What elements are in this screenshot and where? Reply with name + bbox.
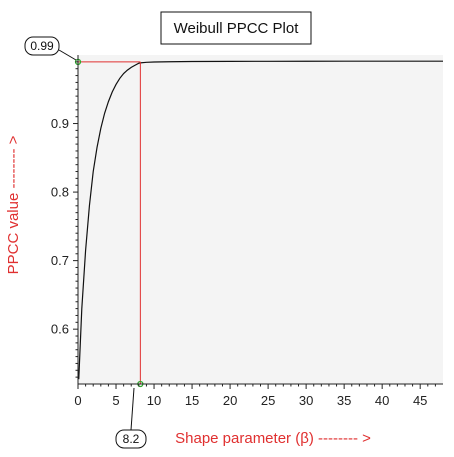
- x-tick-label: 15: [185, 393, 199, 408]
- x-tick-label: 30: [299, 393, 313, 408]
- y-tick-label: 0.7: [51, 253, 69, 268]
- y-tick-label: 0.9: [51, 116, 69, 131]
- y-tick-label: 0.6: [51, 322, 69, 337]
- y-optimum-callout: 0.99: [24, 36, 77, 61]
- x-ticks: 0 5 10 15 20 25 30 35 40 45: [74, 384, 436, 408]
- series-group: [78, 60, 443, 380]
- x-optimum-label: 8.2: [123, 432, 140, 446]
- y-axis-label: PPCC value -------- >: [5, 135, 22, 274]
- ppcc-curve-line-0: [78, 60, 443, 380]
- chart-title-box: [160, 11, 312, 45]
- x-axis-label: Shape parameter (β) -------- >: [175, 430, 371, 447]
- y-optimum-label: 0.99: [30, 39, 54, 53]
- y-optimum-callout-pointer: [58, 49, 77, 61]
- x-tick-label: 5: [112, 393, 119, 408]
- x-tick-label: 25: [261, 393, 275, 408]
- y-ticks: 0.6 0.7 0.8 0.9: [51, 61, 78, 378]
- x-optimum-callout: 8.2: [115, 387, 147, 449]
- x-tick-label: 20: [223, 393, 237, 408]
- plot-area: [78, 55, 443, 384]
- y-optimum-callout-box: [24, 36, 60, 56]
- x-tick-label: 35: [337, 393, 351, 408]
- y-tick-label: 0.8: [51, 185, 69, 200]
- x-tick-label: 45: [413, 393, 427, 408]
- x-optimum-callout-pointer: [130, 387, 135, 431]
- chart-title: Weibull PPCC Plot: [174, 20, 300, 37]
- x-tick-label: 10: [147, 393, 161, 408]
- x-tick-label: 0: [74, 393, 81, 408]
- x-tick-label: 40: [375, 393, 389, 408]
